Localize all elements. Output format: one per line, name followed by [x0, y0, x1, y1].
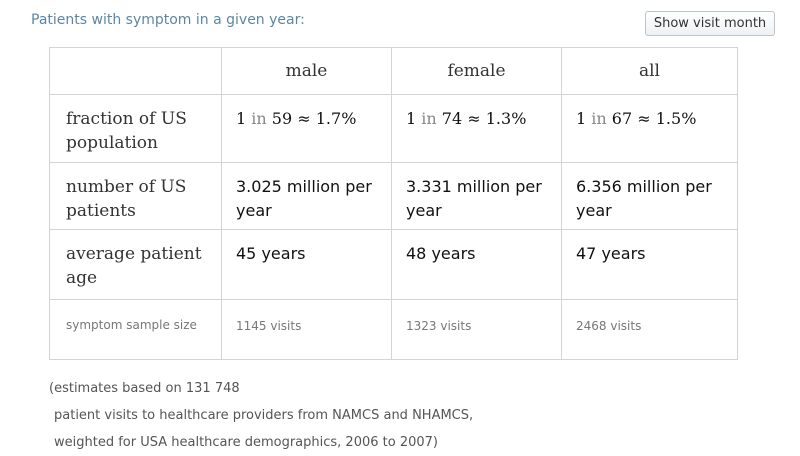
table-row-sample-size: symptom sample size 1145 visits 1323 vis…	[49, 299, 738, 360]
fraction-cell-all: 1 in 67 ≈ 1.5%	[561, 94, 738, 163]
table-header-row: male female all	[49, 47, 738, 95]
fraction-cell-female: 1 in 74 ≈ 1.3%	[391, 94, 562, 163]
row-label-patients: number of US patients	[49, 162, 222, 230]
patients-cell-female: 3.331 million per year	[391, 162, 562, 230]
age-cell-female: 48 years	[391, 229, 562, 300]
section-title: Patients with symptom in a given year:	[31, 12, 305, 28]
row-label-age: average patient age	[49, 229, 222, 300]
show-visit-month-button[interactable]: Show visit month	[645, 11, 775, 36]
fraction-cell-male: 1 in 59 ≈ 1.7%	[221, 94, 392, 163]
sample-cell-male: 1145 visits	[221, 299, 392, 360]
results-table: male female all fraction of US populatio…	[49, 47, 738, 360]
estimates-note: (estimates based on 131 748 patient visi…	[49, 375, 473, 456]
empty-corner-cell	[49, 47, 222, 95]
column-header-female: female	[391, 47, 562, 95]
sample-cell-all: 2468 visits	[561, 299, 738, 360]
table-row-age: average patient age 45 years 48 years 47…	[49, 229, 738, 300]
note-line-2: patient visits to healthcare providers f…	[54, 408, 474, 423]
sample-cell-female: 1323 visits	[391, 299, 562, 360]
patients-cell-all: 6.356 million per year	[561, 162, 738, 230]
age-cell-all: 47 years	[561, 229, 738, 300]
column-header-male: male	[221, 47, 392, 95]
table-row-fraction: fraction of US population 1 in 59 ≈ 1.7%…	[49, 94, 738, 163]
age-cell-male: 45 years	[221, 229, 392, 300]
note-line-3: weighted for USA healthcare demographics…	[54, 435, 438, 450]
row-label-fraction: fraction of US population	[49, 94, 222, 163]
column-header-all: all	[561, 47, 738, 95]
table-row-patients: number of US patients 3.025 million per …	[49, 162, 738, 230]
note-line-1: (estimates based on 131 748	[49, 381, 240, 396]
row-label-sample-size: symptom sample size	[49, 299, 222, 360]
patients-cell-male: 3.025 million per year	[221, 162, 392, 230]
